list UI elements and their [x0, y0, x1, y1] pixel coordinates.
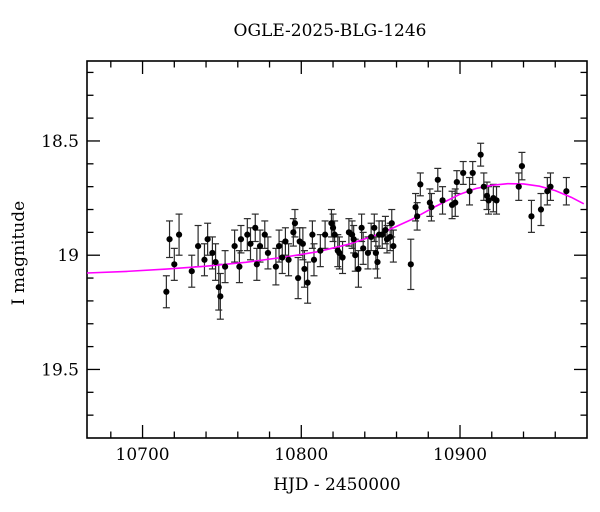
data-point	[412, 204, 419, 211]
data-point	[244, 231, 251, 238]
data-point	[204, 236, 211, 243]
frame-rect	[86, 60, 588, 439]
data-point	[374, 258, 381, 266]
data-point	[188, 268, 195, 275]
data-point	[336, 249, 343, 257]
data-point	[339, 254, 346, 261]
x-axis-label: HJD - 2450000	[273, 475, 401, 495]
data-point	[291, 220, 299, 227]
data-point	[350, 236, 357, 243]
data-point	[537, 206, 545, 213]
x-tick-label: 10900	[433, 445, 487, 465]
y-axis-label: I magnitude	[9, 201, 29, 305]
data-point	[175, 231, 183, 238]
data-point	[275, 242, 283, 250]
data-points	[163, 151, 570, 300]
y-tick-label: 18.5	[41, 132, 79, 152]
data-point	[372, 249, 379, 257]
data-point	[212, 258, 219, 266]
data-point	[493, 197, 500, 204]
y-tick-label: 19	[57, 246, 79, 266]
data-point	[282, 238, 289, 245]
data-point	[382, 226, 389, 234]
data-point	[195, 242, 202, 250]
data-point	[453, 178, 460, 186]
data-point	[364, 249, 372, 257]
data-point	[547, 183, 554, 190]
data-point	[310, 256, 318, 263]
plot-frame	[86, 60, 588, 439]
data-point	[304, 279, 311, 286]
data-point	[295, 274, 302, 282]
plot-title: OGLE-2025-BLG-1246	[234, 21, 427, 41]
data-point	[217, 293, 224, 300]
data-point	[317, 247, 324, 254]
data-point	[285, 256, 292, 263]
data-point	[480, 183, 487, 190]
data-point	[231, 242, 238, 250]
data-point	[272, 263, 279, 270]
data-point	[163, 288, 170, 295]
data-point	[256, 242, 264, 250]
data-point	[460, 169, 467, 177]
data-point	[209, 249, 216, 257]
data-point	[236, 263, 243, 270]
data-point	[518, 163, 526, 170]
data-point	[379, 231, 386, 238]
data-point	[371, 224, 378, 231]
data-point	[201, 256, 208, 263]
data-point	[390, 242, 397, 250]
data-point	[528, 213, 535, 220]
data-point	[368, 233, 375, 241]
data-point	[452, 199, 459, 206]
axis-tick-labels: 10700 10800 10900 18.5 19 19.5	[41, 132, 487, 465]
data-point	[171, 261, 178, 268]
data-point	[485, 197, 492, 204]
data-point	[215, 284, 222, 291]
data-point	[237, 236, 245, 243]
data-point	[360, 245, 367, 252]
data-point	[166, 236, 173, 243]
data-point	[428, 204, 435, 211]
data-point	[544, 188, 551, 195]
data-point	[331, 231, 338, 238]
data-point	[358, 224, 365, 231]
data-point	[290, 229, 297, 236]
model-curve	[86, 182, 585, 274]
data-point	[387, 233, 394, 241]
data-point	[264, 249, 272, 257]
error-bars	[162, 142, 570, 320]
data-point	[352, 252, 359, 259]
data-point	[439, 197, 446, 204]
data-point	[279, 254, 286, 261]
data-point	[247, 240, 254, 247]
x-tick-label: 10700	[116, 445, 170, 465]
data-point	[515, 183, 522, 190]
data-point	[388, 220, 395, 227]
y-tick-label: 19.5	[41, 360, 79, 380]
data-point	[355, 265, 362, 273]
data-point	[301, 265, 308, 273]
data-point	[261, 231, 268, 238]
axis-ticks	[87, 61, 587, 438]
data-point	[299, 240, 306, 247]
data-point	[253, 261, 260, 268]
data-point	[221, 263, 229, 270]
data-point	[417, 181, 424, 188]
data-point	[407, 261, 414, 268]
data-point	[466, 188, 473, 195]
data-point	[252, 224, 259, 231]
model-curve-path	[86, 182, 585, 274]
data-point	[309, 231, 316, 238]
data-point	[434, 176, 441, 183]
data-point	[563, 188, 570, 195]
data-point	[414, 213, 421, 220]
x-tick-label: 10800	[274, 445, 328, 465]
data-point	[321, 231, 329, 238]
data-point	[469, 169, 476, 177]
data-point	[329, 224, 337, 231]
data-point	[477, 151, 484, 158]
